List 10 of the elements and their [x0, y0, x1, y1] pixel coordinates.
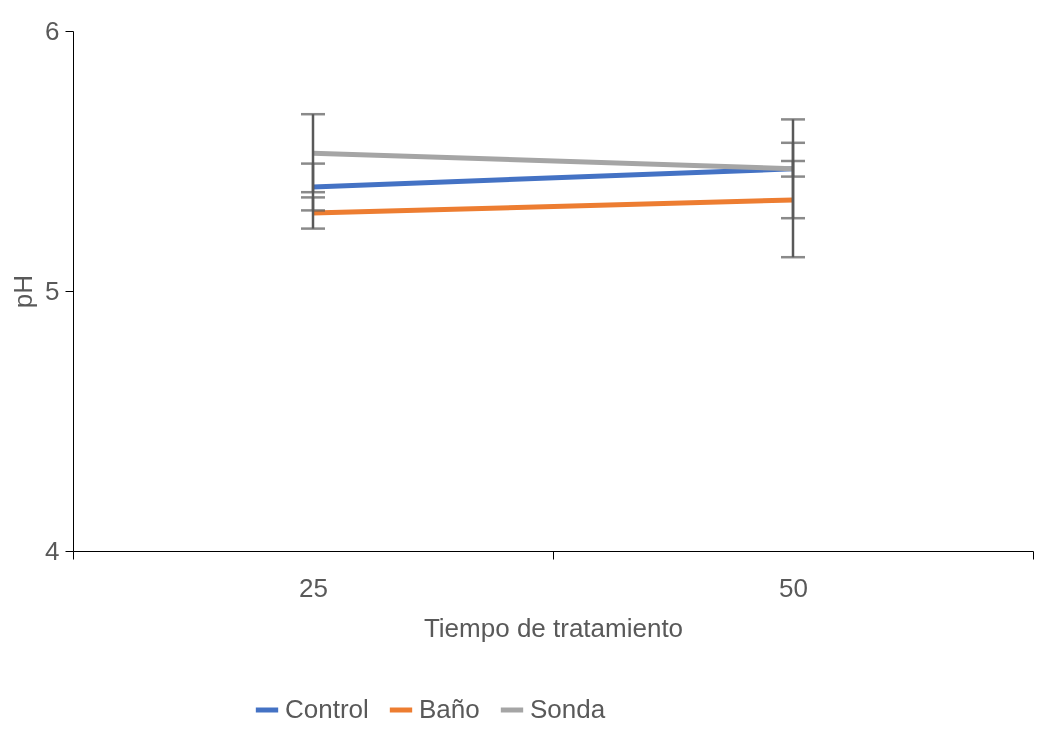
y-tick-label: 6	[45, 15, 60, 46]
legend-label: Baño	[419, 694, 480, 724]
x-tick-label: 50	[779, 572, 808, 603]
y-tick-label: 4	[45, 535, 60, 566]
legend-label: Control	[285, 694, 369, 724]
y-axis-title: pH	[8, 274, 39, 309]
x-tick-label: 25	[299, 572, 328, 603]
y-tick-label: 5	[45, 275, 60, 306]
legend-label: Sonda	[530, 694, 606, 724]
x-axis-title: Tiempo de tratamiento	[423, 612, 684, 643]
